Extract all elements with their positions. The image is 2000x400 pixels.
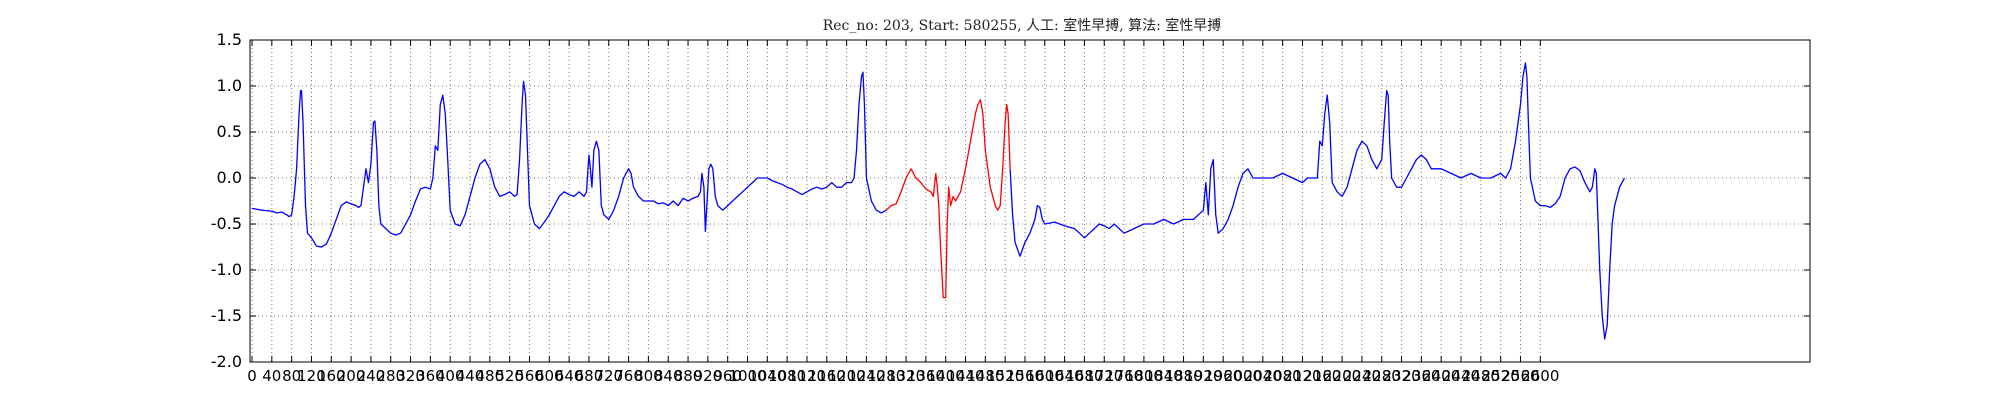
x-tick-label: 1240 [847, 367, 885, 385]
x-tick-label: 1440 [946, 367, 984, 385]
x-tick-label: 960 [713, 367, 742, 385]
y-tick-label: 1.5 [217, 30, 242, 49]
x-tick-label: 120 [297, 367, 326, 385]
x-tick-label: 920 [694, 367, 723, 385]
x-tick-label: 1960 [1204, 367, 1242, 385]
x-tick-label: 1360 [907, 367, 945, 385]
x-tick-label: 1280 [867, 367, 905, 385]
x-tick-label: 1120 [788, 367, 826, 385]
x-tick-label: 1200 [828, 367, 866, 385]
x-tick-label: 1080 [768, 367, 806, 385]
x-axis: 0 40 8012016020024028032036040044048052056… [247, 40, 1559, 385]
x-tick-label: 840 [654, 367, 683, 385]
x-tick-label: 1560 [1006, 367, 1044, 385]
x-tick-label: 720 [594, 367, 623, 385]
x-tick-label: 2000 [1224, 367, 1262, 385]
x-tick-label: 2360 [1402, 367, 1440, 385]
chart-title: Rec_no: 203, Start: 580255, 人工: 室性早搏, 算法… [823, 17, 1222, 34]
y-tick-label: -2.0 [211, 352, 242, 371]
x-tick-label: 0 [247, 367, 257, 385]
x-tick-label: 1720 [1085, 367, 1123, 385]
x-tick-label: 1600 [1026, 367, 1064, 385]
plot-frame [249, 39, 1811, 363]
x-tick-label: 2600 [1521, 367, 1559, 385]
x-tick-label: 160 [317, 367, 346, 385]
x-tick-label: 2240 [1343, 367, 1381, 385]
x-tick-label: 1480 [966, 367, 1004, 385]
x-tick-label: 360 [416, 367, 445, 385]
x-tick-label: 1000 [728, 367, 766, 385]
x-tick-label: 200 [337, 367, 366, 385]
x-tick-label: 2040 [1244, 367, 1282, 385]
x-tick-label: 480 [476, 367, 505, 385]
x-tick-label: 680 [575, 367, 604, 385]
x-tick-label: 2080 [1264, 367, 1302, 385]
x-tick-label: 2120 [1283, 367, 1321, 385]
x-tick-label: 1800 [1125, 367, 1163, 385]
y-tick-label: -1.5 [211, 306, 242, 325]
x-tick-label: 1400 [927, 367, 965, 385]
ecg-series-line-1 [251, 71, 887, 248]
x-tick-label: 1760 [1105, 367, 1143, 385]
x-tick-label: 2480 [1462, 367, 1500, 385]
x-tick-label: 1040 [748, 367, 786, 385]
x-tick-label: 640 [555, 367, 584, 385]
x-tick-label: 2520 [1482, 367, 1520, 385]
ecg-series-line-2 [885, 99, 1011, 299]
x-tick-label: 760 [614, 367, 643, 385]
x-tick-label: 80 [282, 367, 301, 385]
x-tick-label: 1160 [808, 367, 846, 385]
x-tick-label: 2400 [1422, 367, 1460, 385]
x-tick-label: 240 [357, 367, 386, 385]
x-tick-label: 440 [456, 367, 485, 385]
y-tick-label: 1.0 [217, 76, 242, 95]
x-tick-label: 560 [515, 367, 544, 385]
y-tick-label: -0.5 [211, 214, 242, 233]
x-tick-label: 400 [436, 367, 465, 385]
ecg-traces [251, 62, 1626, 340]
x-tick-label: 280 [376, 367, 405, 385]
y-tick-label: 0.5 [217, 122, 242, 141]
y-tick-label: -1.0 [211, 260, 242, 279]
x-tick-label: 1840 [1145, 367, 1183, 385]
x-tick-label: 800 [634, 367, 663, 385]
x-tick-label: 1520 [986, 367, 1024, 385]
y-tick-label: 0.0 [217, 168, 242, 187]
x-tick-label: 1920 [1184, 367, 1222, 385]
x-tick-label: 2280 [1363, 367, 1401, 385]
x-tick-label: 600 [535, 367, 564, 385]
grid-lines [250, 40, 1810, 362]
x-tick-label: 2160 [1303, 367, 1341, 385]
x-tick-label: 2560 [1501, 367, 1539, 385]
x-tick-label: 1880 [1164, 367, 1202, 385]
x-tick-label: 2200 [1323, 367, 1361, 385]
ecg-series-line-3 [1009, 62, 1626, 340]
x-tick-label: 2440 [1442, 367, 1480, 385]
x-tick-label: 1320 [887, 367, 925, 385]
x-tick-label: 880 [674, 367, 703, 385]
x-tick-label: 1640 [1046, 367, 1084, 385]
x-tick-label: 520 [495, 367, 524, 385]
y-axis: 1.5 1.0 0.5 0.0 -0.5 -1.0 -1.5 -2.0 [211, 30, 1810, 371]
x-tick-label: 1680 [1065, 367, 1103, 385]
x-tick-label: 320 [396, 367, 425, 385]
x-tick-label: 2320 [1382, 367, 1420, 385]
x-tick-label: 40 [262, 367, 281, 385]
